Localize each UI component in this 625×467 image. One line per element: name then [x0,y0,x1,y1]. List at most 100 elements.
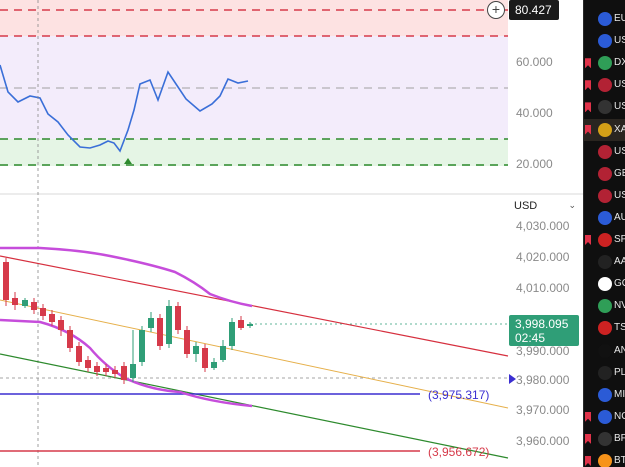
candle-body [94,366,100,372]
candle-body [40,308,46,316]
watchlist-symbol: AA [614,256,625,268]
watchlist-item[interactable]: GO [584,273,625,295]
gb-flag-icon [598,166,612,181]
candle-body [3,262,9,300]
watchlist-item[interactable]: TS [584,317,625,339]
watchlist-item[interactable]: DX [584,52,625,74]
candle-body [121,366,127,380]
rsi-overbought-zone [0,0,508,36]
price-axis-label: 3,990.000 [516,344,570,358]
rsi-value-tag: 80.427 [509,0,559,20]
flag-icon [585,235,591,245]
bollinger-upper-band [0,246,253,308]
candle-body [22,300,28,306]
us-flag-icon [598,188,612,203]
candle-body [247,324,253,326]
candle-body [139,330,145,362]
au-flag-icon [598,210,612,225]
rsi-oversold-zone [0,139,508,166]
currency-selector[interactable]: USD ⌄ [510,198,580,216]
watchlist-symbol: GO [614,278,625,290]
price-axis-label: 3,970.000 [516,403,570,417]
candle-body [103,368,109,372]
watchlist-symbol: BT [614,455,625,466]
lower-trend-line [0,353,509,459]
nvidia-icon [598,299,612,314]
rsi-signal-marker [124,158,132,164]
watchlist-item[interactable]: BF [584,428,625,450]
watchlist-item[interactable]: MI [584,384,625,406]
rsi-axis-label: 40.000 [516,106,553,120]
watchlist-symbol: MI [614,388,625,400]
candle-body [202,348,208,368]
candle-body [157,318,163,346]
100-icon [598,34,612,49]
level-label-red: (3,956.672) [428,445,490,459]
flag-icon [585,58,591,69]
price-axis-label: 3,960.000 [516,434,570,448]
candle-body [220,346,226,360]
watchlist-symbol: PL [614,366,625,378]
pl-icon [598,365,612,380]
watchlist-symbol: US [614,145,625,157]
watchlist-symbol: US [614,101,625,113]
watchlist-item[interactable]: AA [584,251,625,273]
watchlist-symbol: NV [614,300,625,312]
oil-drop-icon [598,100,612,115]
amd-icon [598,343,612,358]
watchlist-item[interactable]: XA [584,118,625,141]
rsi-axis-label: 60.000 [516,55,553,69]
add-indicator-button[interactable]: + [487,1,505,19]
eu-flag-icon [598,12,612,26]
watchlist-symbol: TS [614,322,625,334]
middle-trend-line [0,299,509,409]
rsi-axis-label: 20.000 [516,157,553,171]
apple-icon [598,255,612,270]
watchlist-item[interactable]: AU [584,207,625,229]
candle-body [229,322,235,346]
candle-body [184,330,190,354]
watchlist-item[interactable]: AN [584,340,625,362]
watchlist-item[interactable]: US [584,30,625,52]
watchlist-symbol: SP [614,234,625,245]
watchlist-item[interactable]: US [584,96,625,118]
chart-canvas[interactable] [0,0,583,467]
watchlist-symbol: US [614,79,625,91]
candle-body [238,320,244,328]
watchlist-item[interactable]: SP [584,229,625,251]
candle-body [211,362,217,368]
us-flag-icon [598,78,612,93]
google-icon [598,277,612,292]
watchlist-item[interactable]: NV [584,295,625,317]
watchlist-item[interactable]: GE [584,163,625,185]
candle-body [76,346,82,362]
candle-body [175,306,181,330]
candle-body [31,302,37,310]
candle-body [166,306,172,344]
flag-icon [585,433,591,444]
price-axis-label: 4,010.000 [516,281,570,295]
candle-body [193,346,199,354]
chart-area[interactable]: + 80.427 60.000 40.000 20.000 USD ⌄ 4,03… [0,0,583,467]
flag-icon [585,124,591,135]
bar-countdown: 02:45 [515,331,546,345]
watchlist-symbol: AU [614,211,625,223]
flag-icon [585,411,591,422]
crosshair-marker-icon [509,374,516,384]
watchlist-symbol: BF [614,432,625,444]
level-label-blue: (3,975.317) [428,388,490,402]
watchlist-item[interactable]: BT [584,450,625,467]
flag-icon [585,102,591,113]
watchlist-item[interactable]: EU [584,8,625,30]
watchlist-item[interactable]: US [584,185,625,207]
watchlist-symbol: US [614,35,625,47]
watchlist-item[interactable]: PL [584,362,625,384]
watchlist-item[interactable]: US [584,74,625,96]
watchlist-sidebar[interactable]: EU US DX US US XA US GE US AU SP AA GO NV TS AN PL MI NC BF… [583,0,625,467]
candle-body [85,360,91,368]
tesla-icon [598,321,612,336]
watchlist-item[interactable]: NC [584,406,625,428]
watchlist-symbol: EU [614,13,625,24]
price-axis-label: 3,980.000 [516,373,570,387]
watchlist-item[interactable]: US [584,141,625,163]
